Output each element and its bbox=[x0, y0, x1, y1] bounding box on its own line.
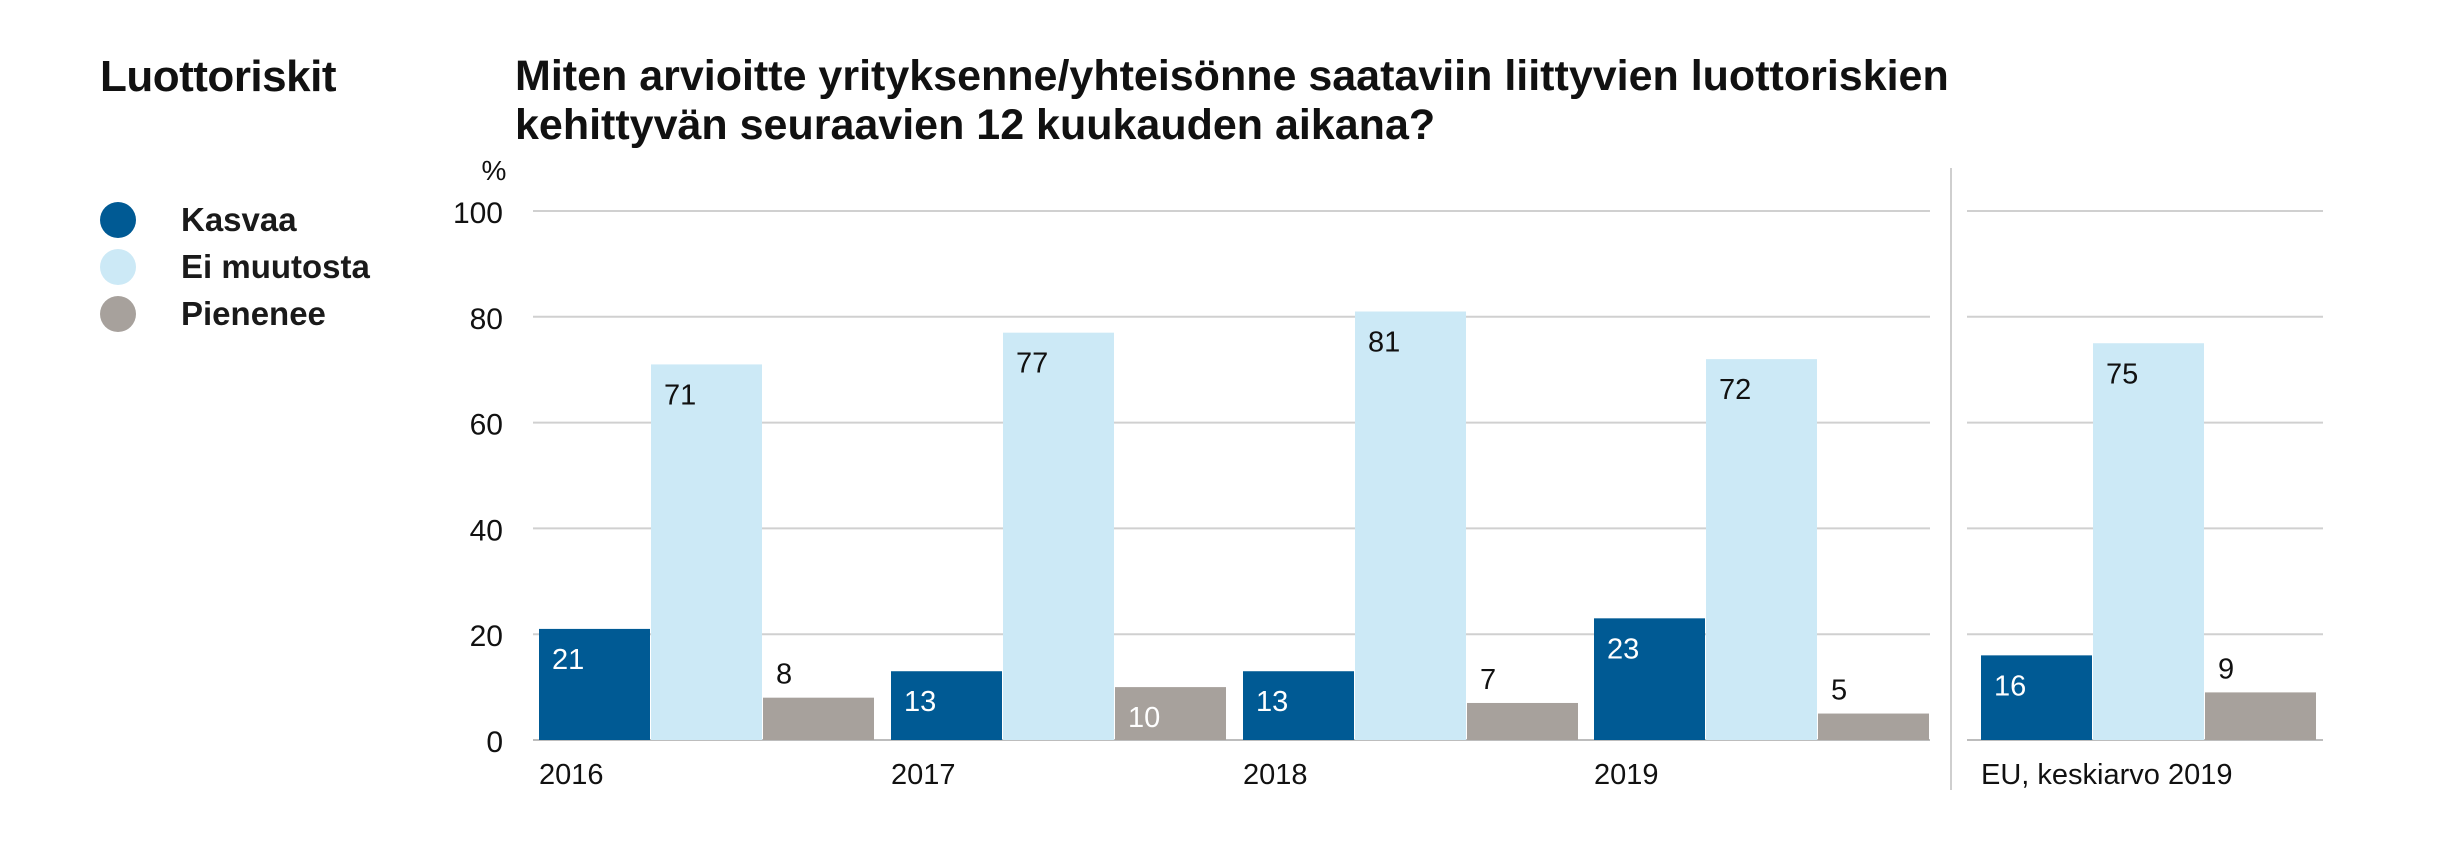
x-tick-label-2019: 2019 bbox=[1594, 759, 1659, 791]
y-tick-label-60: 60 bbox=[470, 409, 503, 442]
data-label-ei-muutosta-eu-keskiarvo-2019: 75 bbox=[2106, 358, 2138, 390]
data-label-kasvaa-2017: 13 bbox=[904, 686, 936, 718]
bar-pienenee-2018 bbox=[1467, 702, 1578, 740]
y-tick-label-20: 20 bbox=[470, 620, 503, 653]
data-label-pienenee-2017: 10 bbox=[1128, 702, 1160, 734]
legend-swatch-pienenee bbox=[100, 295, 136, 332]
legend-swatch-kasvaa bbox=[100, 201, 136, 238]
y-tick-label-100: 100 bbox=[453, 197, 503, 230]
data-label-ei-muutosta-2016: 71 bbox=[664, 379, 696, 411]
legend-item-pienenee: Pienenee bbox=[100, 290, 370, 337]
bars bbox=[539, 311, 2316, 740]
legend-label-ei-muutosta: Ei muutosta bbox=[181, 247, 370, 285]
data-label-ei-muutosta-2018: 81 bbox=[1368, 327, 1400, 359]
legend-label-kasvaa: Kasvaa bbox=[181, 200, 297, 238]
data-label-ei-muutosta-2019: 72 bbox=[1719, 374, 1751, 406]
data-label-pienenee-2016: 8 bbox=[776, 659, 792, 691]
bar-ei-muutosta-2018 bbox=[1355, 311, 1466, 740]
x-tick-label-2016: 2016 bbox=[539, 759, 604, 791]
bar-kasvaa-2017 bbox=[891, 671, 1002, 740]
y-tick-label-0: 0 bbox=[486, 726, 503, 759]
bar-ei-muutosta-2017 bbox=[1003, 332, 1114, 740]
chart-title: Miten arvioitte yrityksenne/yhteisönne s… bbox=[515, 52, 2165, 150]
chart-legend: Kasvaa Ei muutosta Pienenee bbox=[100, 196, 370, 337]
chart-title-line-2: kehittyvän seuraavien 12 kuukauden aikan… bbox=[515, 101, 1436, 149]
y-axis-unit-label: % bbox=[482, 155, 507, 186]
bar-kasvaa-eu-keskiarvo-2019 bbox=[1981, 655, 2092, 740]
legend-item-kasvaa: Kasvaa bbox=[100, 196, 370, 243]
chart-title-line-1: Miten arvioitte yrityksenne/yhteisönne s… bbox=[515, 52, 1949, 100]
data-label-ei-muutosta-2017: 77 bbox=[1016, 348, 1048, 380]
data-label-kasvaa-2018: 13 bbox=[1256, 686, 1288, 718]
data-labels: 21 71 8 13 77 10 13 81 7 23 72 5 16 75 9 bbox=[552, 327, 2234, 735]
data-label-pienenee-2018: 7 bbox=[1480, 664, 1496, 696]
data-label-pienenee-2019: 5 bbox=[1831, 675, 1847, 707]
x-tick-label-2018: 2018 bbox=[1243, 759, 1308, 791]
x-axis: 2016 2017 2018 2019 EU, keskiarvo 2019 bbox=[539, 759, 2232, 791]
x-tick-label-2017: 2017 bbox=[891, 759, 956, 791]
data-label-kasvaa-eu-keskiarvo-2019: 16 bbox=[1994, 670, 2026, 702]
data-label-kasvaa-2019: 23 bbox=[1607, 633, 1639, 665]
y-tick-label-80: 80 bbox=[470, 303, 503, 336]
bar-kasvaa-2019 bbox=[1594, 618, 1705, 740]
legend-label-pienenee: Pienenee bbox=[181, 294, 326, 332]
bar-ei-muutosta-2019 bbox=[1706, 359, 1817, 740]
bar-ei-muutosta-eu-keskiarvo-2019 bbox=[2093, 343, 2204, 740]
bar-pienenee-2017 bbox=[1115, 687, 1226, 740]
data-label-pienenee-eu-keskiarvo-2019: 9 bbox=[2218, 653, 2234, 685]
bar-pienenee-eu-keskiarvo-2019 bbox=[2205, 692, 2316, 740]
section-title: Luottoriskit bbox=[100, 52, 336, 101]
bar-kasvaa-2016 bbox=[539, 628, 650, 740]
x-tick-label-eu-keskiarvo-2019: EU, keskiarvo 2019 bbox=[1981, 759, 2232, 791]
data-label-kasvaa-2016: 21 bbox=[552, 644, 584, 676]
legend-swatch-ei-muutosta bbox=[100, 248, 136, 285]
y-tick-label-40: 40 bbox=[470, 514, 503, 547]
bar-ei-muutosta-2016 bbox=[651, 364, 762, 740]
legend-item-ei-muutosta: Ei muutosta bbox=[100, 243, 370, 290]
bar-pienenee-2019 bbox=[1818, 713, 1929, 740]
bar-pienenee-2016 bbox=[763, 697, 874, 740]
bar-kasvaa-2018 bbox=[1243, 671, 1354, 740]
y-axis: 0 20 40 60 80 100% bbox=[453, 155, 507, 759]
